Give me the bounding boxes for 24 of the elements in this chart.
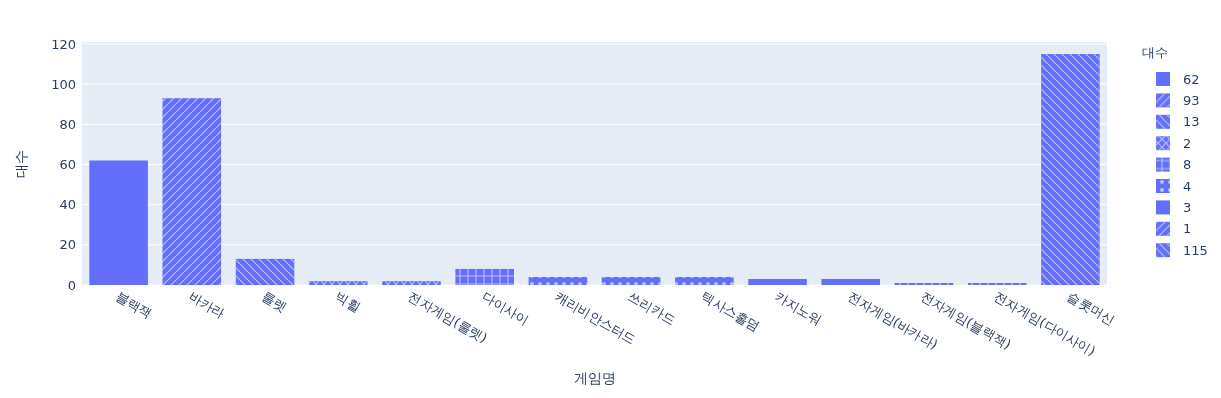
y-tick-label: 60	[59, 157, 76, 173]
x-tick-label: 룰렛	[259, 288, 290, 315]
legend-label: 2	[1183, 135, 1192, 151]
legend-label: 8	[1183, 157, 1192, 173]
legend-label: 1	[1183, 221, 1192, 237]
y-tick-label: 40	[59, 197, 76, 213]
legend-label: 13	[1183, 114, 1200, 130]
y-tick-label: 20	[59, 237, 76, 253]
bar	[821, 278, 881, 285]
bar	[748, 278, 807, 285]
legend-label: 93	[1183, 92, 1200, 108]
x-tick-label: 빅휠	[332, 288, 363, 315]
legend-title: 대수	[1142, 45, 1168, 60]
y-tick-label: 120	[51, 36, 76, 52]
legend-label: 3	[1183, 199, 1192, 215]
legend-label: 62	[1183, 71, 1200, 87]
y-tick-label: 100	[51, 76, 76, 92]
legend-label: 115	[1183, 242, 1208, 258]
y-axis-title: 대수	[13, 149, 29, 178]
y-tick-label: 80	[59, 116, 76, 132]
y-tick-label: 0	[67, 277, 76, 293]
bar	[89, 160, 148, 285]
legend-label: 4	[1183, 178, 1192, 194]
x-axis-title: 게임명	[573, 370, 616, 386]
